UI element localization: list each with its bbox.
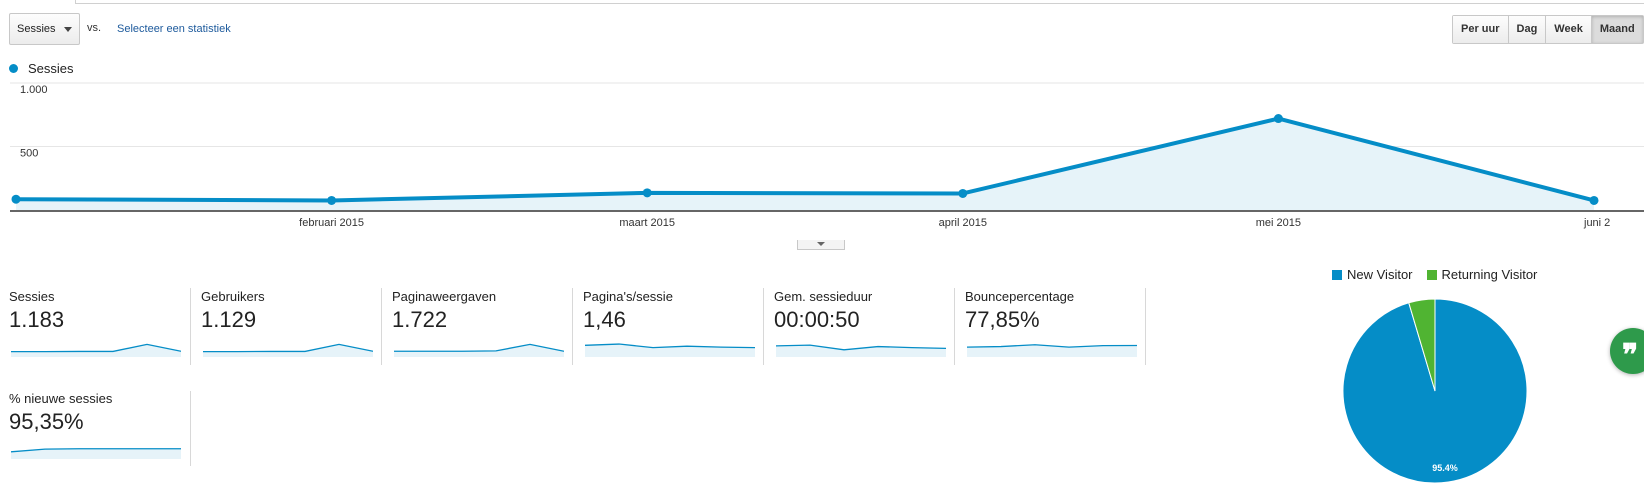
collapse-chart-toggle[interactable] [797,240,845,250]
metric-sparkline [203,343,373,357]
metric-value: 1.722 [392,307,448,332]
sparkline-area [11,448,181,459]
x-tick-label: februari 2015 [299,217,364,229]
pie-slice-label: 95.4% [1432,463,1458,473]
granularity-day-button[interactable]: Dag [1507,16,1546,43]
x-tick-label: maart 2015 [619,217,675,229]
pie-legend-new-visitor[interactable]: New Visitor [1332,267,1413,282]
metric-value: 00:00:50 [774,307,860,332]
metric-value: 1,46 [583,307,626,332]
metric-tile-gebruikers[interactable]: Gebruikers 1.129 [201,289,377,369]
pie-legend-returning-visitor[interactable]: Returning Visitor [1426,267,1538,282]
x-tick-label: april 2015 [939,217,987,229]
metric-select-label: Sessies [17,23,56,35]
metric-value: 1.129 [201,307,257,332]
sparkline-line [11,448,181,453]
metric-title: % nieuwe sessies [9,391,113,406]
tile-divider [381,288,382,365]
legend-label: Sessies [28,61,74,76]
report-frame-edge [75,0,1644,4]
legend-label: Returning Visitor [1441,267,1538,282]
sparkline-area [203,344,373,357]
sparkline-area [585,344,755,357]
sparkline-line [394,343,564,352]
legend-dot [9,64,18,73]
quote-icon[interactable]: ❞ [1610,328,1644,374]
metric-sparkline [967,344,1137,357]
metric-tile-sessieduur[interactable]: Gem. sessieduur 00:00:50 [774,289,950,369]
chevron-down-icon [64,27,72,32]
metric-value: 77,85% [965,307,1040,332]
metric-sparkline [394,343,564,357]
metric-value: 1.183 [9,307,65,332]
metric-value: 95,35% [9,409,84,434]
tile-divider [763,288,764,365]
x-tick-label: juni 2 [1583,217,1610,229]
chart-legend: Sessies [9,61,74,76]
metric-sparkline [585,343,755,357]
tile-divider [954,288,955,365]
y-tick-label: 500 [20,148,38,160]
legend-swatch [1332,269,1342,280]
granularity-hour-button[interactable]: Per uur [1453,16,1508,43]
vs-label: vs. [87,22,102,34]
y-tick-label: 1.000 [20,84,48,96]
data-point[interactable] [1273,114,1283,124]
sparkline-line [11,343,181,353]
data-point[interactable] [1589,195,1599,205]
metric-title: Gem. sessieduur [774,289,873,304]
sparkline-area [967,344,1137,357]
metric-title: Gebruikers [201,289,265,304]
select-statistic-link[interactable]: Selecteer een statistiek [117,23,231,35]
metric-tile-nieuwe-sessies[interactable]: % nieuwe sessies 95,35% [9,391,185,471]
sparkline-line [967,344,1137,348]
sparkline-area [776,345,946,357]
metric-tile-sessies[interactable]: Sessies 1.183 [9,289,185,369]
data-point[interactable] [642,188,652,198]
pie-legend: New Visitor Returning Visitor [1332,267,1551,282]
metric-tile-paginas-per-sessie[interactable]: Pagina's/sessie 1,46 [583,289,759,369]
granularity-week-button[interactable]: Week [1545,16,1591,43]
metric-sparkline [776,344,946,357]
visitor-type-pie-chart: 95.4% [1342,298,1528,484]
granularity-month-button[interactable]: Maand [1590,16,1643,43]
sparkline-line [776,344,946,351]
tile-divider [190,391,191,466]
metric-title: Paginaweergaven [392,289,497,304]
metric-tile-bouncepercentage[interactable]: Bouncepercentage 77,85% [965,289,1141,369]
data-point[interactable] [11,194,21,204]
sparkline-area [11,344,181,357]
sparkline-line [585,343,755,349]
series-line [15,116,1595,203]
tile-divider [572,288,573,365]
metric-title: Pagina's/sessie [583,289,673,304]
metric-title: Sessies [9,289,55,304]
granularity-toggle: Per uur Dag Week Maand [1452,15,1644,44]
series-area [16,118,1594,210]
metric-sparkline [11,343,181,357]
data-point[interactable] [327,195,337,205]
sparkline-area [394,344,564,357]
sparkline-line [203,343,373,353]
tile-divider [1145,288,1146,365]
data-point[interactable] [958,188,968,198]
metric-title: Bouncepercentage [965,289,1075,304]
metric-tile-paginaweergaven[interactable]: Paginaweergaven 1.722 [392,289,568,369]
legend-label: New Visitor [1347,267,1413,282]
tile-divider [190,288,191,365]
x-tick-label: mei 2015 [1256,217,1301,229]
sessions-line-chart: 1.000 500 februari 2015 maart 2015 april 201… [10,82,1644,229]
collapse-arrow-icon [817,242,825,246]
metric-select[interactable]: Sessies [9,13,80,45]
metric-sparkline [11,448,181,459]
legend-swatch [1426,269,1437,280]
pie-slice-returning-visitor[interactable] [1408,298,1436,392]
